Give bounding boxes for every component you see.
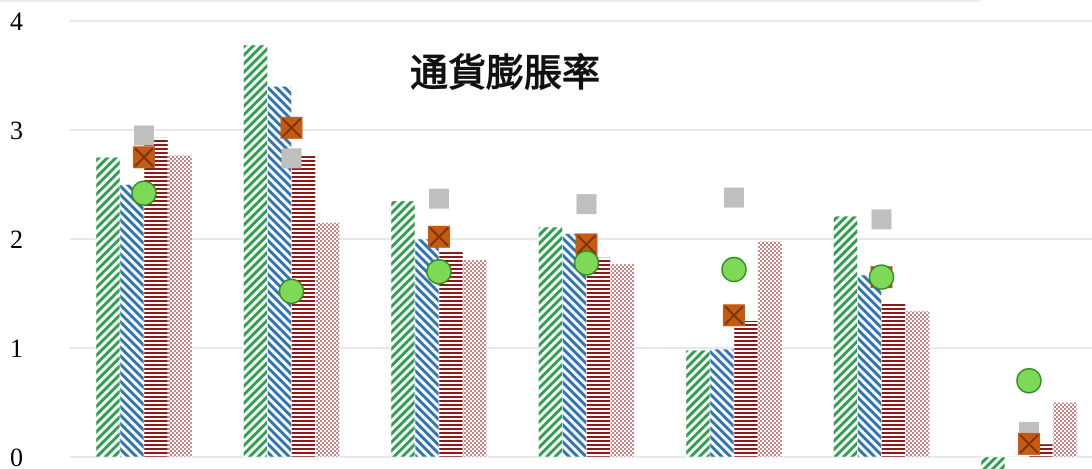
marker-circle-group7 [1016, 367, 1042, 394]
bar-series1-group3 [390, 200, 416, 458]
y-axis-ticks: 0 1 2 3 4 [10, 7, 23, 469]
bar-series2-group2 [267, 86, 292, 458]
bar-series1-group6 [833, 215, 858, 458]
bar-series4-group6 [905, 310, 930, 458]
marker-square-group4 [576, 194, 597, 215]
marker-square-group1 [134, 125, 154, 146]
bar-series1-group7 [980, 456, 1006, 469]
marker-circle-group3 [426, 258, 452, 285]
bar-series3-group2 [291, 153, 316, 458]
marker-x-square-group3 [428, 225, 450, 248]
marker-x-square-group5 [723, 304, 745, 327]
marker-square-group6 [871, 209, 892, 230]
bar-series3-group5 [733, 320, 759, 458]
bar-series1-group2 [243, 44, 268, 458]
bars [95, 44, 1078, 469]
markers [131, 116, 1042, 455]
bar-series4-group1 [167, 154, 193, 458]
bar-series1-group1 [95, 157, 121, 458]
bar-series2-group1 [119, 184, 145, 458]
marker-circle-group4 [573, 250, 600, 276]
bar-series4-group2 [315, 222, 340, 458]
bar-series2-group7 [1004, 456, 1030, 458]
bar-series4-group5 [757, 240, 783, 458]
y-tick-label: 4 [10, 7, 23, 36]
marker-circle-group5 [721, 256, 747, 283]
marker-x-square-group7 [1018, 432, 1040, 455]
marker-circle-group6 [868, 264, 895, 290]
marker-circle-group1 [131, 180, 157, 206]
y-tick-label: 2 [10, 225, 23, 254]
bar-series4-group4 [610, 263, 635, 458]
bar-series2-group5 [709, 348, 735, 458]
y-tick-label: 0 [10, 443, 23, 469]
y-tick-label: 1 [10, 334, 23, 363]
marker-x-square-group2 [280, 116, 303, 139]
bar-series1-group4 [538, 226, 563, 458]
y-tick-label: 3 [10, 116, 23, 145]
marker-square-group3 [429, 188, 449, 209]
marker-square-group5 [724, 187, 744, 208]
marker-x-square-group4 [575, 233, 598, 256]
bar-series4-group7 [1052, 402, 1078, 458]
marker-square-group2 [281, 148, 302, 169]
marker-circle-group2 [278, 278, 305, 305]
bar-series4-group3 [462, 259, 488, 458]
chart-title: 通貨膨脹率 [410, 51, 600, 95]
bar-series2-group6 [857, 274, 882, 458]
marker-x-square-group1 [133, 146, 155, 169]
bar-series1-group5 [685, 349, 711, 458]
bar-series3-group6 [881, 301, 906, 458]
bar-series3-group4 [586, 257, 611, 458]
